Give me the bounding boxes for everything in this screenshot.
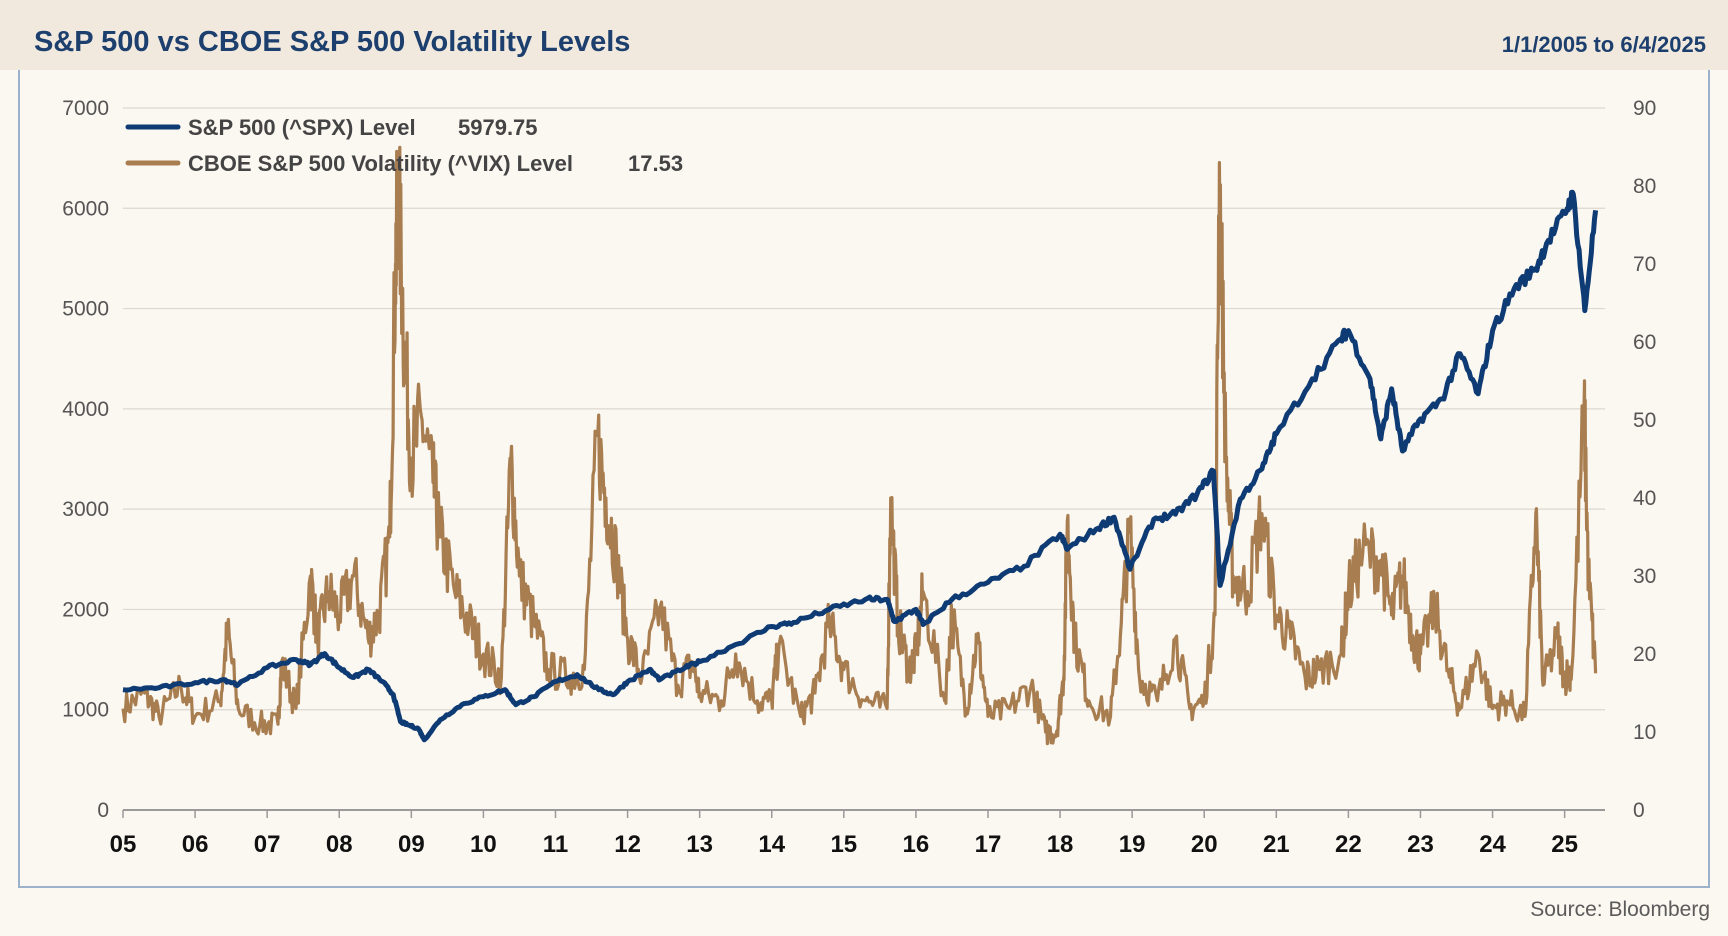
- y-right-tick-label: 50: [1633, 409, 1656, 432]
- x-tick-label: 22: [1335, 831, 1362, 858]
- y-left-tick-label: 0: [97, 799, 109, 822]
- y-left-tick-label: 7000: [62, 97, 109, 120]
- y-right-tick-label: 90: [1633, 97, 1656, 120]
- date-range: 1/1/2005 to 6/4/2025: [1501, 32, 1706, 57]
- x-tick-label: 17: [975, 831, 1002, 858]
- y-right-tick-label: 30: [1633, 565, 1656, 588]
- x-tick-label: 24: [1479, 831, 1506, 858]
- y-left-tick-label: 3000: [62, 498, 109, 521]
- x-tick-label: 25: [1551, 831, 1578, 858]
- x-tick-label: 19: [1119, 831, 1146, 858]
- y-right-tick-label: 0: [1633, 799, 1645, 822]
- x-tick-label: 18: [1047, 831, 1074, 858]
- spx-series-line: [122, 189, 1599, 743]
- chart-title: S&P 500 vs CBOE S&P 500 Volatility Level…: [34, 26, 631, 58]
- y-right-tick-label: 70: [1633, 253, 1656, 276]
- y-left-tick-label: 1000: [62, 699, 109, 722]
- y-right-tick-label: 10: [1633, 721, 1656, 744]
- x-tick-label: 13: [686, 831, 713, 858]
- source-note: Source: Bloomberg: [1530, 898, 1710, 921]
- x-tick-label: 06: [182, 831, 209, 858]
- x-tick-label: 15: [830, 831, 857, 858]
- x-tick-label: 08: [326, 831, 353, 858]
- x-tick-label: 12: [614, 831, 641, 858]
- x-tick-label: 05: [110, 831, 137, 858]
- x-tick-label: 14: [758, 831, 785, 858]
- x-tick-label: 21: [1263, 831, 1290, 858]
- legend-value: 17.53: [628, 151, 683, 176]
- y-right-tick-label: 80: [1633, 175, 1656, 198]
- y-left-tick-label: 4000: [62, 398, 109, 421]
- x-tick-label: 11: [543, 831, 568, 858]
- chart-frame: [18, 70, 1710, 888]
- header-bar: S&P 500 vs CBOE S&P 500 Volatility Level…: [0, 0, 1728, 70]
- y-left-tick-label: 2000: [62, 598, 109, 621]
- legend-label: S&P 500 (^SPX) Level: [188, 115, 416, 140]
- vix-series-line: [121, 145, 1598, 746]
- x-tick-label: 23: [1407, 831, 1434, 858]
- y-left-tick-label: 5000: [62, 298, 109, 321]
- x-tick-label: 20: [1191, 831, 1218, 858]
- y-left-tick-label: 6000: [62, 197, 109, 220]
- x-tick-label: 07: [254, 831, 281, 858]
- x-tick-label: 09: [398, 831, 425, 858]
- x-tick-label: 16: [903, 831, 930, 858]
- legend-value: 5979.75: [458, 115, 538, 140]
- y-right-tick-label: 40: [1633, 487, 1656, 510]
- legend-label: CBOE S&P 500 Volatility (^VIX) Level: [188, 151, 573, 176]
- y-right-tick-label: 60: [1633, 331, 1656, 354]
- x-tick-label: 10: [470, 831, 497, 858]
- y-right-tick-label: 20: [1633, 643, 1656, 666]
